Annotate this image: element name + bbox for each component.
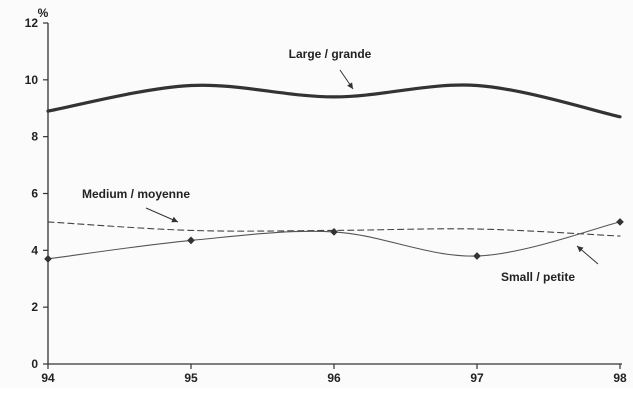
- annotation-arrowhead: [347, 82, 353, 89]
- small-series-label: Small / petite: [501, 270, 575, 284]
- data-point-marker: [473, 252, 481, 260]
- y-tick-label: 10: [25, 73, 39, 87]
- y-tick-label: 2: [31, 300, 38, 314]
- data-point-marker: [44, 254, 52, 263]
- x-tick-label: 94: [41, 371, 55, 385]
- x-tick-label: 98: [613, 371, 627, 385]
- y-unit-label: %: [38, 6, 49, 20]
- annotation-arrowhead: [577, 246, 584, 253]
- y-tick-label: 4: [31, 243, 38, 257]
- large-series-line: [46, 83, 622, 119]
- x-tick-label: 95: [184, 371, 198, 385]
- annotations: Large / grande Medium / moyenne Small / pe…: [82, 47, 599, 284]
- series-markers: [44, 217, 624, 263]
- y-tick-label: 0: [31, 357, 38, 371]
- large-series-label: Large / grande: [289, 47, 372, 61]
- x-tick-label: 96: [327, 371, 341, 385]
- data-point-marker: [187, 236, 195, 245]
- y-tick-label: 12: [25, 16, 39, 30]
- y-tick-label: 6: [31, 187, 38, 201]
- axes: 0 2 4 6 8 10 12% 94 95 96 97 98: [25, 6, 627, 385]
- data-point-marker: [330, 227, 338, 236]
- data-point-marker: [616, 217, 624, 226]
- annotation-arrowhead: [171, 216, 178, 223]
- y-tick-label: 8: [31, 130, 38, 144]
- medium-series-label: Medium / moyenne: [82, 187, 190, 201]
- x-tick-label: 97: [470, 371, 484, 385]
